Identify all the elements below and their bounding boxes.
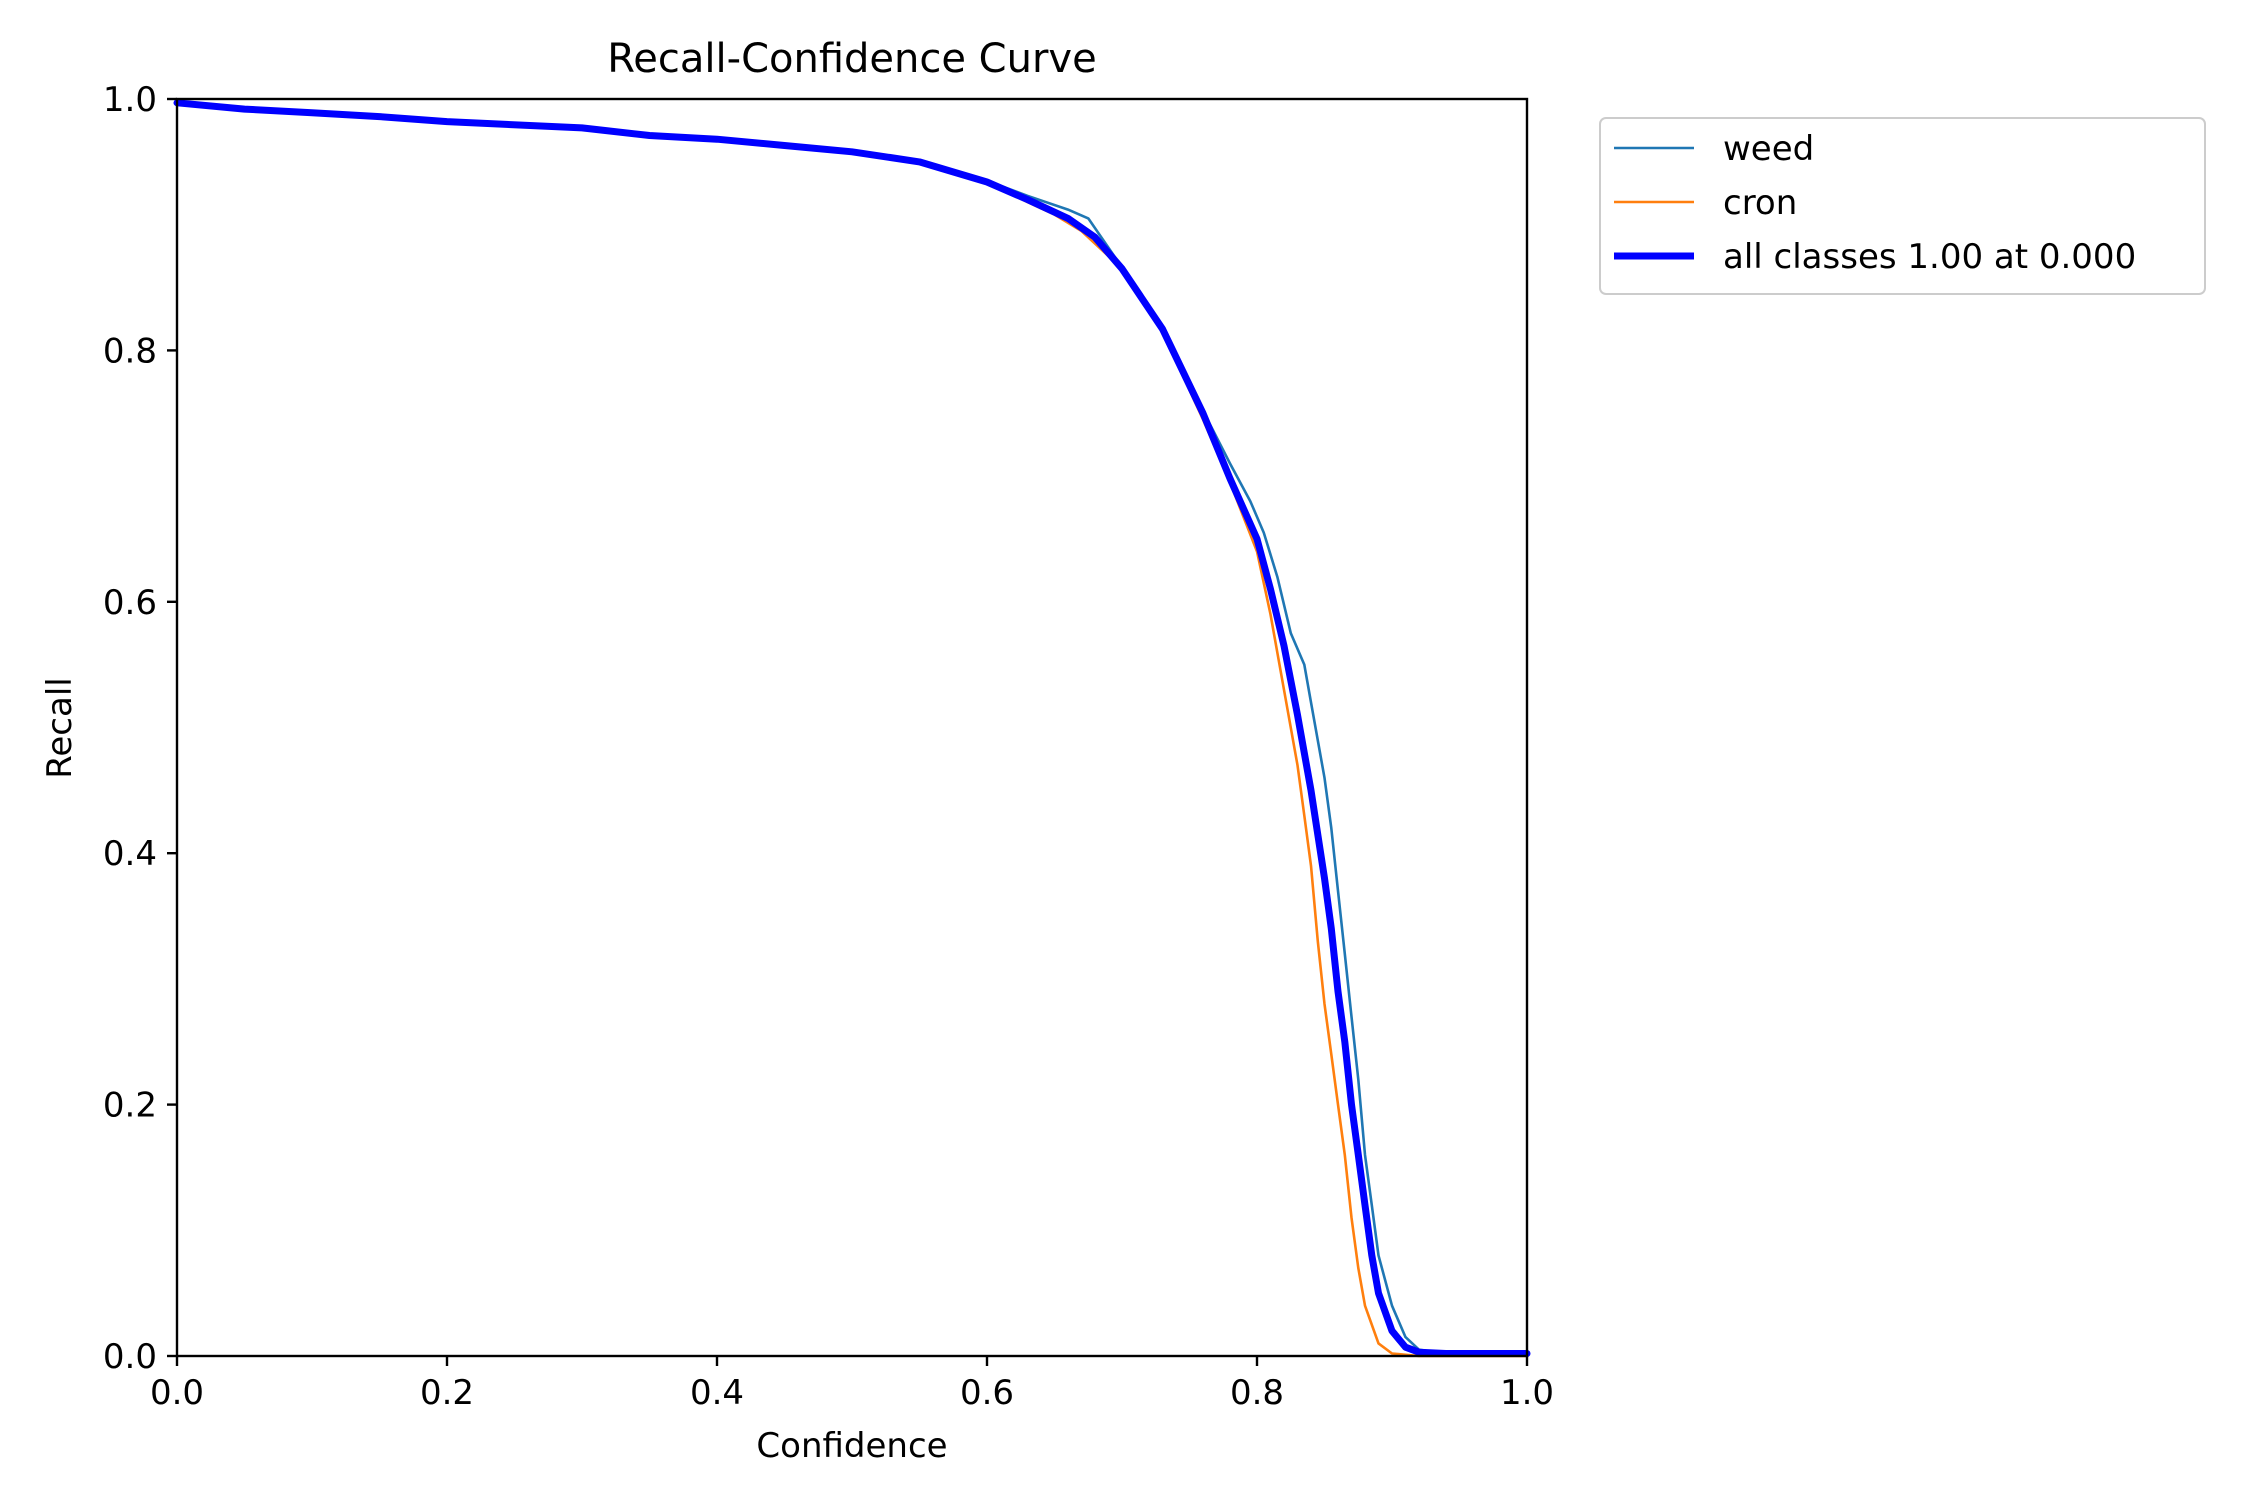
x-tick-label: 0.2 — [420, 1373, 474, 1413]
x-tick-label: 0.0 — [150, 1373, 204, 1413]
legend-label-0: weed — [1723, 129, 1814, 169]
y-tick-label: 1.0 — [103, 80, 157, 120]
y-tick-label: 0.8 — [103, 331, 157, 371]
plot-frame — [175, 97, 1529, 1358]
y-tick-label: 0.6 — [103, 583, 157, 623]
x-tick-label: 0.6 — [960, 1373, 1014, 1413]
y-tick-label: 0.0 — [103, 1337, 157, 1377]
x-axis-label: Confidence — [756, 1426, 947, 1466]
y-tick-label: 0.2 — [103, 1086, 157, 1126]
x-tick-label: 1.0 — [1500, 1373, 1554, 1413]
series-line-2 — [173, 99, 1531, 1357]
y-axis-label: Recall — [40, 677, 80, 778]
chart-title: Recall-Confidence Curve — [607, 36, 1096, 82]
legend-label-2: all classes 1.00 at 0.000 — [1723, 237, 2136, 277]
tick-layer: 0.0 0.2 0.4 0.6 0.8 1.0 0.0 0.2 0.4 0.6 0.8 1.0 — [103, 80, 1554, 1413]
legend-items: weed cron all classes 1.00 at 0.000 — [1614, 129, 2136, 277]
legend-label-1: cron — [1723, 183, 1797, 223]
y-tick-label: 0.4 — [103, 834, 157, 874]
x-tick-label: 0.8 — [1230, 1373, 1284, 1413]
series-layer — [173, 99, 1531, 1358]
x-tick-label: 0.4 — [690, 1373, 744, 1413]
legend-box — [1599, 117, 2206, 295]
legend: weed cron all classes 1.00 at 0.000 — [1599, 117, 2206, 295]
